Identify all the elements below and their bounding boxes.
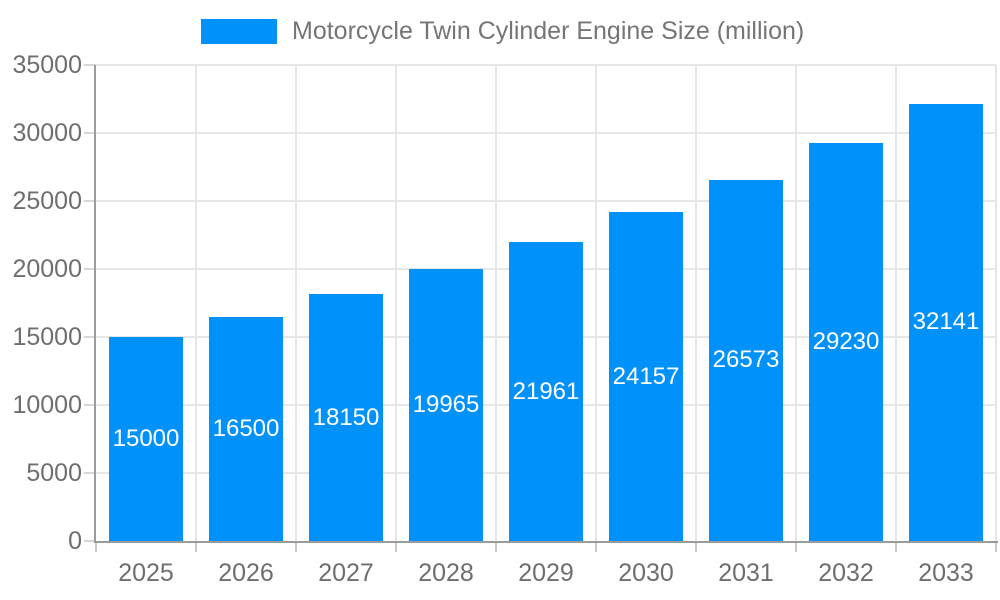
v-gridline	[695, 65, 697, 541]
bar-value-label: 32141	[912, 308, 980, 336]
y-axis-tick	[84, 132, 96, 134]
v-gridline	[595, 65, 597, 541]
y-tick-label: 25000	[12, 187, 82, 215]
v-gridline	[195, 65, 197, 541]
x-tick-label: 2030	[618, 559, 674, 587]
bar-2031[interactable]	[709, 179, 783, 541]
bar-2027[interactable]	[309, 294, 383, 541]
bar-value-label: 16500	[212, 414, 280, 442]
bar-value-label: 19965	[412, 391, 480, 419]
bar-2029[interactable]	[509, 242, 583, 541]
y-tick-label: 30000	[12, 119, 82, 147]
bar-2026[interactable]	[209, 316, 283, 541]
legend-label: Motorcycle Twin Cylinder Engine Size (mi…	[292, 16, 805, 45]
x-axis-tick	[295, 543, 297, 552]
y-tick-label: 20000	[12, 255, 82, 283]
x-axis-tick	[395, 543, 397, 552]
h-gridline	[96, 132, 996, 134]
x-tick-label: 2027	[318, 559, 374, 587]
x-axis-tick	[95, 543, 97, 552]
bar-2030[interactable]	[609, 212, 683, 541]
y-axis-line	[94, 65, 96, 543]
x-axis-tick	[695, 543, 697, 552]
y-axis-tick	[84, 336, 96, 338]
bar-value-label: 24157	[612, 362, 680, 390]
x-tick-label: 2026	[218, 559, 274, 587]
y-tick-label: 5000	[26, 459, 82, 487]
v-gridline	[895, 65, 897, 541]
y-axis-tick	[84, 64, 96, 66]
x-axis-tick	[495, 543, 497, 552]
legend-swatch	[201, 18, 277, 44]
y-tick-label: 0	[68, 527, 82, 555]
x-tick-label: 2029	[518, 559, 574, 587]
y-axis-tick	[84, 268, 96, 270]
x-axis-tick	[995, 543, 997, 552]
x-tick-label: 2032	[818, 559, 874, 587]
bar-2025[interactable]	[109, 337, 183, 541]
bar-2028[interactable]	[409, 269, 483, 541]
bar-2033[interactable]	[909, 103, 983, 541]
y-axis-tick	[84, 472, 96, 474]
x-tick-label: 2028	[418, 559, 474, 587]
y-tick-label: 10000	[12, 391, 82, 419]
bar-2032[interactable]	[809, 143, 883, 541]
y-axis-tick	[84, 540, 96, 542]
x-tick-label: 2031	[718, 559, 774, 587]
y-axis-tick	[84, 200, 96, 202]
bar-value-label: 18150	[312, 403, 380, 431]
x-axis-tick	[795, 543, 797, 552]
bar-value-label: 21961	[512, 377, 580, 405]
y-axis-tick	[84, 404, 96, 406]
y-tick-label: 35000	[12, 51, 82, 79]
bar-value-label: 15000	[112, 425, 180, 452]
v-gridline	[795, 65, 797, 541]
chart-legend[interactable]: Motorcycle Twin Cylinder Engine Size (mi…	[201, 16, 804, 46]
x-axis-tick	[595, 543, 597, 552]
x-axis-line	[94, 541, 998, 543]
y-tick-label: 15000	[12, 323, 82, 351]
x-axis-tick	[195, 543, 197, 552]
v-gridline	[495, 65, 497, 541]
bar-value-label: 26573	[712, 346, 780, 374]
h-gridline	[96, 200, 996, 202]
v-gridline	[995, 65, 997, 541]
v-gridline	[395, 65, 397, 541]
x-tick-label: 2025	[118, 559, 174, 587]
h-gridline	[96, 64, 996, 66]
bar-value-label: 29230	[812, 328, 880, 356]
x-axis-tick	[895, 543, 897, 552]
x-tick-label: 2033	[918, 559, 974, 587]
v-gridline	[295, 65, 297, 541]
